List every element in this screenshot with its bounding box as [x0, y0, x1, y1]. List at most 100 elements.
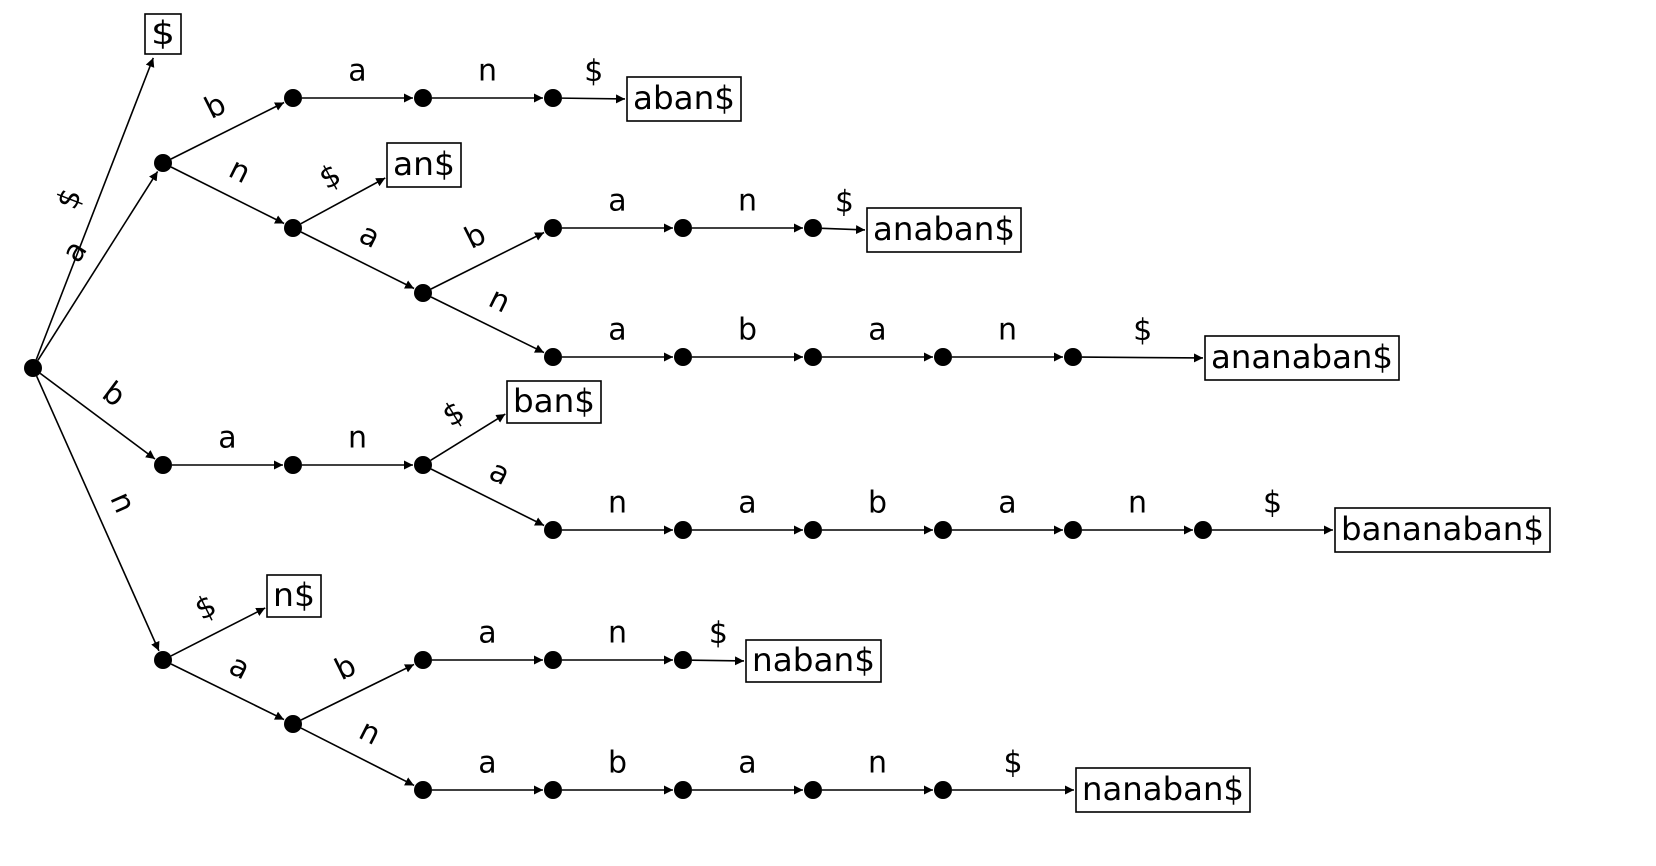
edge-label-ana-anab: b [459, 217, 492, 257]
edge-label-nanab-nanaba: a [738, 746, 756, 781]
edge-anaban-leaf-anaban [821, 225, 866, 235]
node-anaba [674, 219, 692, 237]
edge-label-root-b: b [96, 375, 132, 414]
edge-label-naba-naban: n [608, 616, 627, 651]
node-anan [544, 348, 562, 366]
node-ab [284, 89, 302, 107]
node-ananaba [934, 348, 952, 366]
node-nanab [674, 781, 692, 799]
leaf-bananaban-box [1334, 507, 1551, 553]
edge-label-an-ana: a [354, 216, 386, 256]
edge-root-a [37, 171, 159, 361]
edge-label-na-nan: n [353, 713, 386, 753]
node-anab [544, 219, 562, 237]
node-nan [414, 781, 432, 799]
edge-label-ananab-ananaba: a [868, 313, 886, 348]
edge-a-an [170, 166, 285, 225]
edge-na-nab [300, 663, 415, 721]
node-anaban [804, 219, 822, 237]
node-ananab [804, 348, 822, 366]
edge-label-root-n: n [103, 487, 143, 519]
node-na [284, 715, 302, 733]
leaf-dollar: $ [144, 13, 182, 55]
leaf-aban: aban$ [626, 76, 742, 122]
edge-label-bananaba-bananaban: n [1128, 486, 1147, 521]
node-banan [674, 521, 692, 539]
node-banana [804, 521, 822, 539]
leaf-n: n$ [266, 574, 322, 618]
leaf-nanaban-label: nanaban$ [1082, 770, 1244, 808]
leaf-aban-label: aban$ [633, 79, 735, 117]
leaf-an-label: an$ [393, 145, 455, 183]
edge-label-ananaban-leaf-ananaban: $ [1133, 313, 1152, 348]
leaf-an-box [386, 142, 462, 188]
edge-naban-leaf-naban [691, 656, 745, 666]
leaf-anaban: anaban$ [866, 207, 1022, 253]
edge-label-ban-leaf-ban: $ [436, 394, 471, 434]
edge-label-banan-banana: a [738, 486, 756, 521]
edge-ana-anan [430, 296, 545, 354]
edge-label-aba-aban: n [478, 54, 497, 89]
edge-label-b-ba: a [218, 421, 236, 456]
edge-label-bananaban-leaf-bananaban: $ [1263, 486, 1282, 521]
edge-root-leaf-dollar [35, 57, 155, 360]
leaf-anaban-box [866, 207, 1022, 253]
leaf-ban-label: ban$ [513, 382, 595, 420]
leaf-naban-label: naban$ [752, 641, 875, 679]
leaf-dollar-label: $ [151, 14, 175, 52]
edge-label-anana-ananab: b [738, 313, 757, 348]
node-root [24, 359, 42, 377]
edge-label-a-an: n [223, 151, 256, 191]
edge-label-banana-bananab: b [868, 486, 887, 521]
leaf-bananaban-label: bananaban$ [1341, 510, 1544, 548]
edge-label-ab-aba: a [348, 54, 366, 89]
leaf-ban-box [506, 380, 602, 424]
edge-label-a-ab: b [199, 87, 232, 127]
node-anana [674, 348, 692, 366]
edge-label-n-leaf-n: $ [189, 588, 222, 628]
edge-root-n [35, 375, 160, 652]
node-ananaban [1064, 348, 1082, 366]
edges-layer [35, 57, 1333, 795]
leaf-n-label: n$ [273, 576, 315, 614]
edge-an-ana [300, 231, 415, 290]
leaf-ban: ban$ [506, 380, 602, 424]
edge-label-anaba-anaban: n [738, 184, 757, 219]
edge-root-b [39, 372, 156, 460]
edge-label-ananaba-ananaban: n [998, 313, 1017, 348]
node-aban [544, 89, 562, 107]
edge-a-ab [170, 101, 285, 160]
edge-aban-leaf-aban [561, 94, 626, 104]
node-naba [544, 651, 562, 669]
edge-n-na [170, 663, 285, 721]
leaf-bananaban: bananaban$ [1334, 507, 1551, 553]
edge-n-leaf-n [170, 607, 266, 657]
leaf-anaban-label: anaban$ [873, 210, 1015, 248]
edge-label-root-a: a [55, 234, 94, 268]
edge-label-bananab-bananaba: a [998, 486, 1016, 521]
node-aba [414, 89, 432, 107]
edge-label-anaban-leaf-anaban: $ [834, 184, 854, 220]
node-b [154, 456, 172, 474]
edge-ananaban-leaf-ananaban [1081, 353, 1204, 363]
edge-na-nan [300, 727, 415, 787]
leaf-naban: naban$ [745, 639, 882, 683]
edge-an-leaf-an [300, 177, 386, 225]
node-nanaban [934, 781, 952, 799]
edge-label-ana-anan: n [483, 281, 516, 321]
leaf-ananaban-box [1204, 335, 1400, 381]
node-n [154, 651, 172, 669]
node-nanaba [804, 781, 822, 799]
edge-label-nab-naba: a [478, 616, 496, 651]
node-an [284, 219, 302, 237]
node-bananaba [1064, 521, 1082, 539]
edge-label-aban-leaf-aban: $ [584, 54, 604, 89]
edge-label-ban-bana: a [484, 453, 516, 493]
node-naban [674, 651, 692, 669]
edge-label-an-leaf-an: $ [313, 157, 346, 197]
node-ba [284, 456, 302, 474]
node-ana [414, 284, 432, 302]
edge-label-nanaban-leaf-nanaban: $ [1003, 746, 1022, 781]
